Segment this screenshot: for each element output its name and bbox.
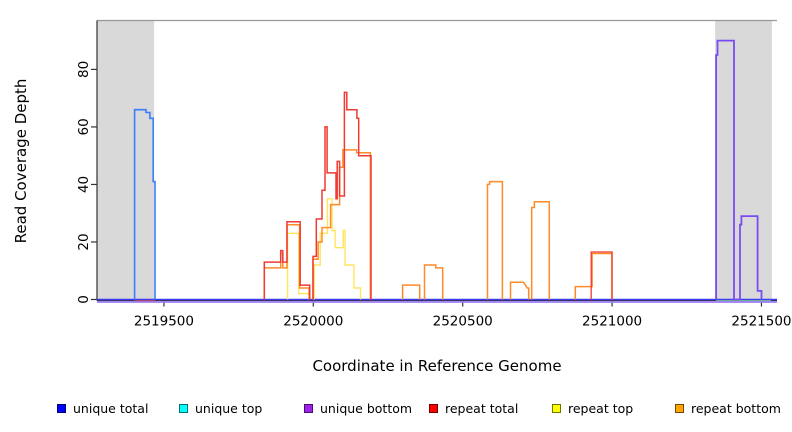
legend-item-repeat-top: repeat top bbox=[552, 398, 633, 418]
series-repeat-bottom-main-cluster- bbox=[312, 149, 372, 300]
y-axis-title: Read Coverage Depth bbox=[12, 78, 30, 244]
legend-item-unique-top: unique top bbox=[179, 398, 262, 418]
y-tick-label: 20 bbox=[76, 233, 92, 250]
unique-bottom-swatch-icon bbox=[304, 403, 313, 413]
legend: unique total unique top unique bottom re… bbox=[0, 398, 792, 422]
masked-region bbox=[715, 20, 772, 303]
masked-region bbox=[97, 20, 155, 303]
series-repeat-total-main-cluster- bbox=[312, 91, 372, 300]
legend-label: unique top bbox=[195, 400, 263, 416]
legend-item-unique-total: unique total bbox=[57, 398, 148, 418]
series-repeat-top-cluster-a- bbox=[286, 232, 310, 300]
series-repeat-bottom-block-2520585-h41- bbox=[486, 180, 504, 300]
series-repeat-bottom-block-2520933-h16- bbox=[574, 252, 613, 300]
x-axis-title: Coordinate in Reference Genome bbox=[312, 357, 562, 375]
repeat-total-swatch-icon bbox=[429, 403, 438, 413]
repeat-top-swatch-icon bbox=[552, 403, 561, 413]
series-repeat-bottom-block-2520300- bbox=[401, 284, 421, 300]
legend-label: repeat total bbox=[445, 400, 519, 416]
series-repeat-bottom-block-2520732-h34- bbox=[530, 200, 551, 300]
legend-item-unique-bottom: unique bottom bbox=[304, 398, 412, 418]
unique-total-swatch-icon bbox=[57, 403, 66, 413]
series-repeat-bottom-bump-2520660- bbox=[509, 281, 530, 300]
x-tick-label: 2520500 bbox=[433, 314, 493, 330]
y-tick-label: 40 bbox=[76, 176, 92, 193]
repeat-bottom-swatch-icon bbox=[675, 403, 684, 413]
legend-item-repeat-total: repeat total bbox=[429, 398, 518, 418]
unique-top-swatch-icon bbox=[179, 403, 188, 413]
series-repeat-total-cluster-a- bbox=[263, 221, 311, 300]
legend-item-repeat-bottom: repeat bottom bbox=[675, 398, 781, 418]
y-tick-label: 0 bbox=[76, 295, 92, 304]
x-tick-label: 2519500 bbox=[134, 314, 194, 330]
series-repeat-total-block-2520933-h16-5- bbox=[590, 251, 613, 300]
x-tick-label: 2520000 bbox=[283, 314, 343, 330]
series-unique-total-left-peak-h66- bbox=[133, 108, 156, 300]
x-tick-label: 2521000 bbox=[582, 314, 642, 330]
series-repeat-top-main-cluster- bbox=[313, 198, 362, 300]
legend-label: unique bottom bbox=[320, 400, 413, 416]
series-repeat-bottom-block-2520373- bbox=[423, 264, 444, 300]
series-unique-bottom-right-peaks-h90-h29- bbox=[715, 39, 763, 301]
x-tick-label: 2521500 bbox=[731, 314, 791, 330]
legend-label: unique total bbox=[73, 400, 149, 416]
legend-label: repeat top bbox=[568, 400, 634, 416]
y-tick-label: 60 bbox=[76, 118, 92, 135]
series-repeat-bottom-cluster-a- bbox=[263, 223, 310, 300]
legend-label: repeat bottom bbox=[691, 400, 781, 416]
y-tick-label: 80 bbox=[76, 61, 92, 78]
